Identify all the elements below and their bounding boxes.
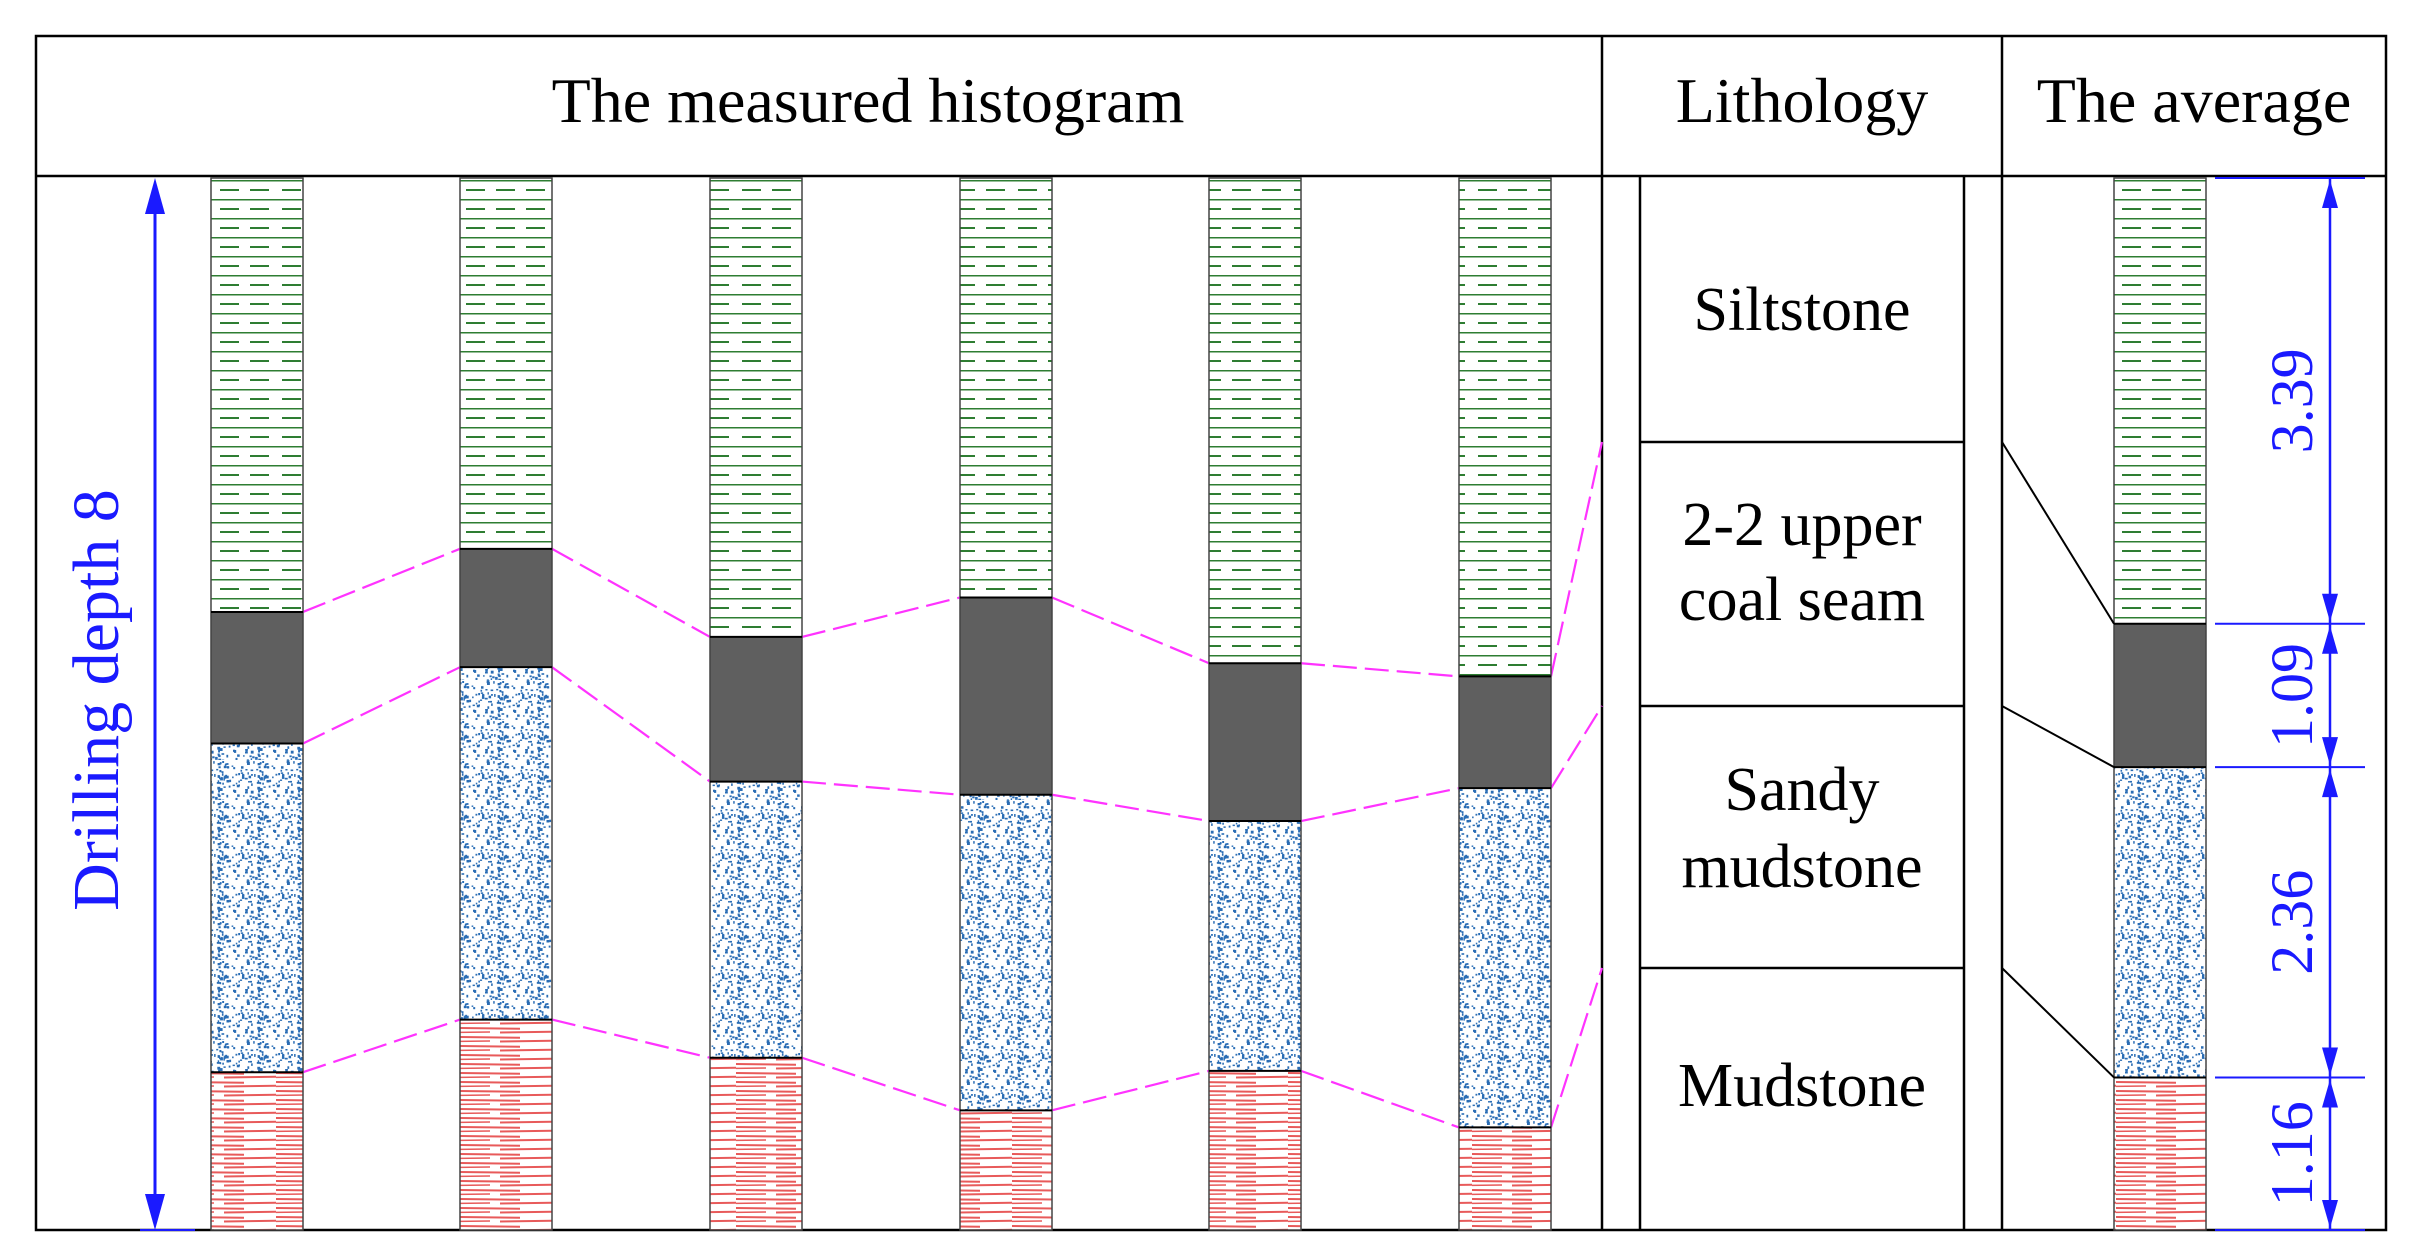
layer-coal-seam [1459,676,1551,789]
thickness-value: 3.39 [2259,348,2325,453]
layer-coal-seam [710,636,802,782]
measured-column [210,177,304,1231]
average-layer-coal-seam [2114,623,2206,768]
average-layer-sandy-mudstone [2114,767,2206,1078]
layer-sandy-mudstone [1209,821,1301,1071]
measured-column [1458,177,1552,1231]
thickness-value: 2.36 [2259,870,2325,975]
measured-column [959,177,1053,1231]
legend-connector [2001,441,2115,625]
thickness-dimension: 2.36 [2259,767,2338,1078]
lithology-coal-seam-line2: coal seam [1679,566,1925,634]
depth-dimension [140,178,195,1231]
average-layer-mudstone [2114,1077,2206,1230]
measured-column [459,177,553,1231]
column-outline [959,177,1053,1231]
legend-connector [2001,705,2115,768]
lithology-coal-seam-line1: 2-2 upper [1682,491,1922,559]
average-column [2113,177,2207,1231]
correlation-line [302,967,1604,1129]
layer-mudstone [960,1110,1052,1230]
layer-mudstone [1459,1127,1551,1230]
layer-sandy-mudstone [211,743,303,1073]
correlation-line [302,441,1604,678]
layer-sandy-mudstone [960,794,1052,1111]
histogram-title: The measured histogram [552,65,1185,136]
layer-mudstone [710,1057,802,1230]
measured-columns [210,177,1552,1231]
layer-sandy-mudstone [460,667,552,1020]
correlation-line [302,666,1603,823]
layer-coal-seam [460,548,552,668]
thickness-dimensions: 3.39 1.09 2.36 1.16 [2215,177,2365,1231]
layer-mudstone [1209,1070,1301,1230]
layer-siltstone [1459,178,1551,677]
column-outline [459,177,553,1231]
measured-column [1208,177,1302,1231]
layer-siltstone [211,178,303,612]
lithology-siltstone: Siltstone [1693,276,1910,344]
lithology-title: Lithology [1676,65,1928,136]
layer-siltstone [710,178,802,637]
layer-sandy-mudstone [1459,788,1551,1128]
layer-coal-seam [211,611,303,744]
lithology-sandy-line1: Sandy [1725,756,1880,824]
average-layer-siltstone [2114,178,2206,624]
thickness-value: 1.09 [2259,643,2325,748]
thickness-value: 1.16 [2259,1101,2325,1206]
legend-connectors [2001,441,2115,1079]
column-outline [210,177,304,1231]
layer-sandy-mudstone [710,781,802,1058]
average-title: The average [2037,65,2351,136]
column-outline [1208,177,1302,1231]
thickness-dimension: 1.16 [2259,1077,2338,1230]
correlation-lines [302,441,1604,1129]
layer-siltstone [1209,178,1301,664]
thickness-dimension: 3.39 [2259,178,2338,624]
lithology-sandy-line2: mudstone [1681,833,1922,901]
layer-mudstone [460,1019,552,1230]
layer-siltstone [460,178,552,549]
column-outline [1458,177,1552,1231]
measured-column [709,177,803,1231]
lithology-mudstone: Mudstone [1678,1052,1926,1120]
depth-label: Drilling depth 8 [60,489,133,911]
average-outline [2113,177,2207,1231]
layer-coal-seam [960,597,1052,795]
layer-mudstone [211,1072,303,1230]
column-outline [709,177,803,1231]
layer-coal-seam [1209,663,1301,822]
layer-siltstone [960,178,1052,598]
thickness-dimension: 1.09 [2259,623,2338,768]
legend-connector [2001,967,2115,1079]
